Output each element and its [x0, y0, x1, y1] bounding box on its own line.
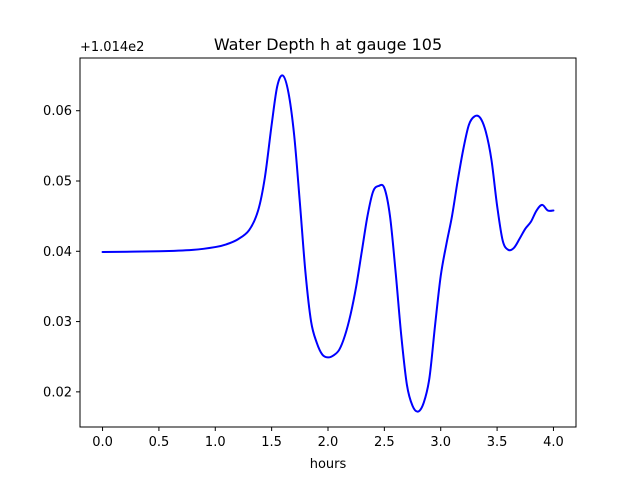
x-tick-label: 3.0 — [430, 435, 451, 450]
x-axis-ticks: 0.0 0.5 1.0 1.5 2.0 2.5 3.0 3.5 4.0 — [92, 427, 564, 450]
y-tick-label: 0.03 — [43, 315, 72, 330]
chart-title: Water Depth h at gauge 105 — [214, 35, 442, 54]
x-axis-label: hours — [310, 457, 347, 472]
x-tick-label: 2.0 — [318, 435, 339, 450]
x-tick-label: 1.0 — [205, 435, 226, 450]
y-tick-label: 0.04 — [43, 245, 72, 260]
x-tick-label: 2.5 — [374, 435, 395, 450]
x-tick-label: 1.5 — [261, 435, 282, 450]
x-tick-label: 3.5 — [487, 435, 508, 450]
x-tick-label: 0.0 — [92, 435, 113, 450]
y-tick-label: 0.06 — [43, 104, 72, 119]
y-tick-label: 0.05 — [43, 175, 72, 190]
y-tick-label: 0.02 — [43, 385, 72, 400]
y-axis-ticks: 0.02 0.03 0.04 0.05 0.06 — [43, 104, 80, 400]
series-line — [101, 74, 555, 413]
plot-area-frame — [79, 57, 577, 428]
y-axis-offset-label: +1.014e2 — [80, 40, 144, 55]
x-tick-label: 4.0 — [543, 435, 564, 450]
x-tick-label: 0.5 — [149, 435, 170, 450]
